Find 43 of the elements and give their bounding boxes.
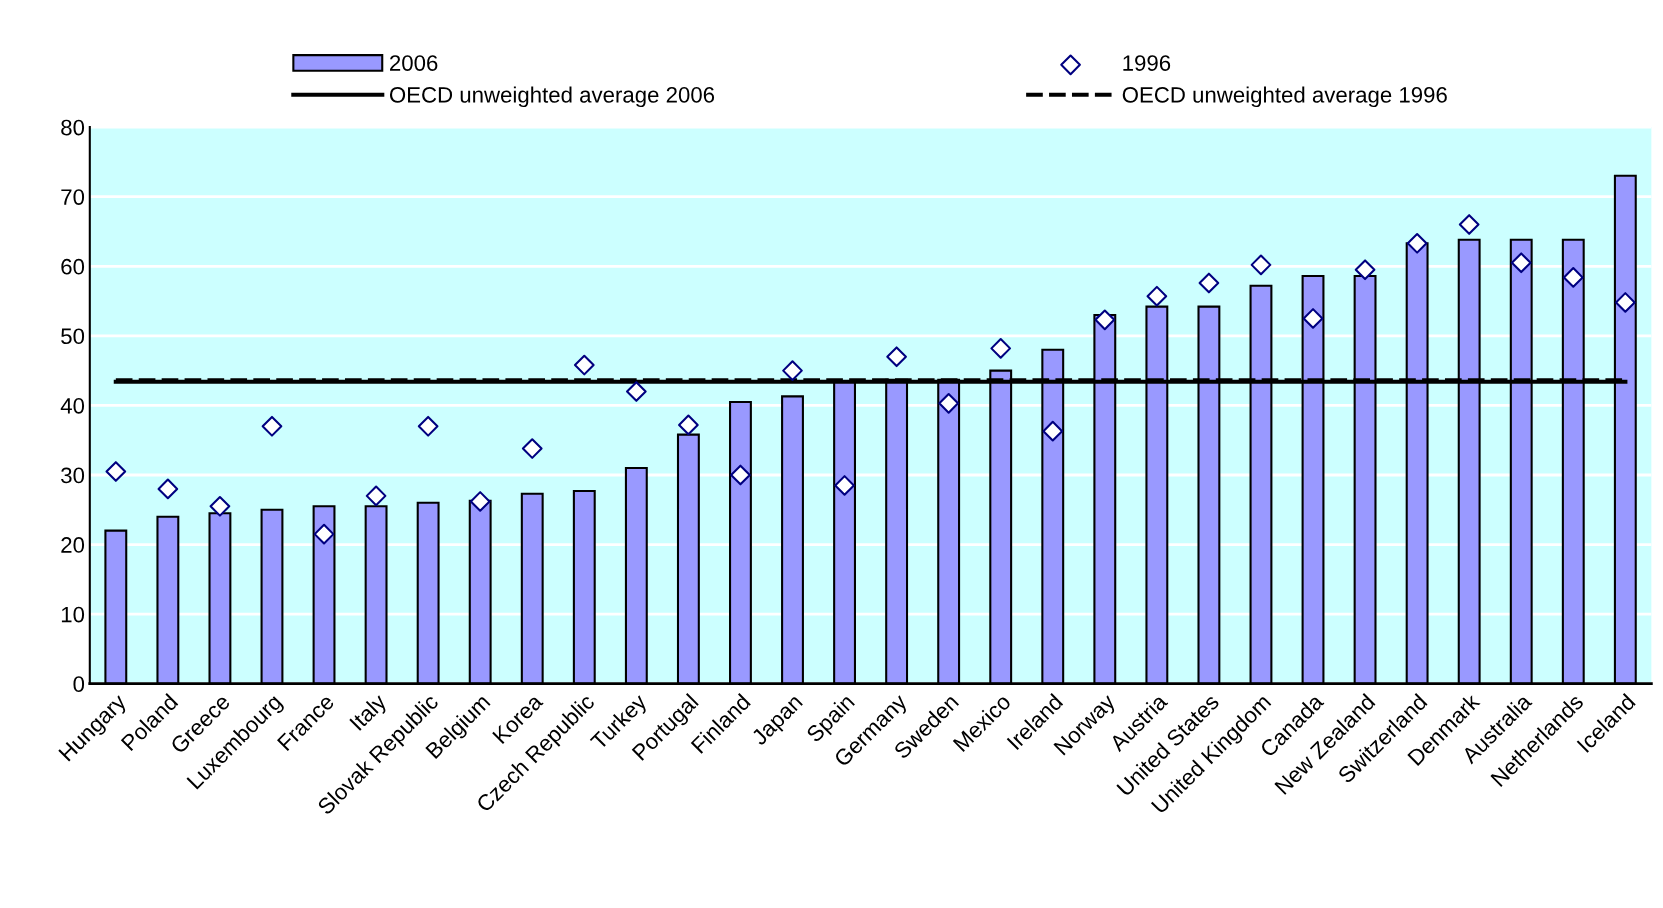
point bbox=[1042, 420, 1064, 442]
legend-label: OECD unweighted average 2006 bbox=[389, 86, 715, 108]
point bbox=[730, 464, 751, 486]
point bbox=[417, 415, 439, 437]
point bbox=[886, 346, 907, 368]
y-tick-label: 50 bbox=[61, 328, 85, 345]
y-tick-label: 40 bbox=[60, 397, 85, 414]
legend-label: OECD unweighted average 1996 bbox=[1122, 86, 1447, 108]
y-tick-label: 60 bbox=[61, 258, 85, 275]
point bbox=[1406, 232, 1428, 254]
point bbox=[313, 523, 335, 545]
point bbox=[157, 478, 179, 500]
point bbox=[834, 475, 855, 496]
y-tick-label: 20 bbox=[61, 537, 85, 553]
point bbox=[1510, 252, 1532, 274]
point bbox=[209, 495, 231, 517]
point bbox=[365, 485, 387, 507]
point bbox=[625, 381, 647, 402]
point bbox=[105, 461, 127, 482]
y-tick-label: 10 bbox=[61, 606, 85, 623]
point bbox=[1562, 267, 1584, 288]
point bbox=[1198, 272, 1220, 294]
point bbox=[521, 438, 543, 459]
point bbox=[469, 491, 491, 512]
y-tick-label: 0 bbox=[73, 676, 85, 692]
point bbox=[678, 414, 699, 436]
point bbox=[573, 354, 595, 376]
point bbox=[261, 415, 283, 437]
y-tick-label: 80 bbox=[61, 119, 85, 136]
point bbox=[1146, 285, 1168, 307]
legend-label: 2006 bbox=[390, 55, 438, 71]
point bbox=[782, 360, 803, 381]
point bbox=[1614, 292, 1636, 313]
point bbox=[1094, 309, 1116, 331]
point bbox=[1302, 308, 1324, 329]
point bbox=[938, 392, 960, 414]
legend-label: 1996 bbox=[1123, 55, 1171, 71]
point bbox=[990, 338, 1012, 359]
point bbox=[1250, 254, 1272, 276]
y-tick-label: 70 bbox=[61, 189, 85, 205]
point bbox=[1354, 259, 1376, 281]
point bbox=[1458, 214, 1480, 235]
y-tick-label: 30 bbox=[61, 467, 85, 484]
